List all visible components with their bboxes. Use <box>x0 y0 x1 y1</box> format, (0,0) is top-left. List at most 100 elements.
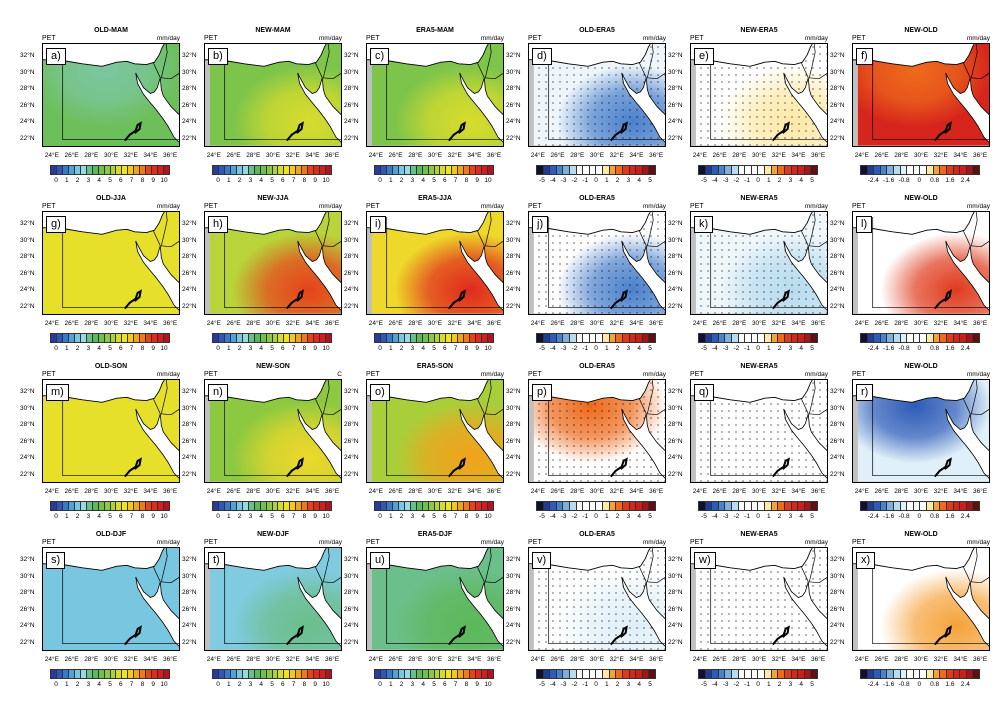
colorbar-swatch <box>290 502 297 510</box>
colorbar-swatch <box>278 334 285 342</box>
lat-tick-label: 22°N <box>506 302 521 310</box>
lat-tick-label: 22°N <box>344 638 359 646</box>
colorbar-swatch <box>158 502 165 510</box>
map-area[interactable]: r) <box>852 379 990 483</box>
colorbar-tick-label: 0 <box>216 681 220 688</box>
colorbar-swatch <box>907 502 914 510</box>
colorbar <box>536 669 656 679</box>
colorbar-swatch <box>543 166 551 174</box>
map-area[interactable]: w) <box>690 547 828 651</box>
colorbar-swatch <box>134 670 141 678</box>
colorbar-swatch <box>422 166 429 174</box>
colorbar-swatch <box>410 670 417 678</box>
map-area[interactable]: j) <box>528 211 666 315</box>
map-area[interactable]: h) <box>204 211 342 315</box>
panel-letter: m) <box>46 384 69 401</box>
map-area[interactable]: i) <box>366 211 504 315</box>
map-area[interactable]: s) <box>42 547 180 651</box>
lat-tick-label: 24°N <box>344 622 359 630</box>
lat-tick-label: 26°N <box>344 269 359 277</box>
colorbar-tick-label: 6 <box>442 345 447 352</box>
colorbar-swatch <box>953 502 961 510</box>
colorbar-swatch <box>51 166 57 174</box>
map-area[interactable]: b) <box>204 43 342 147</box>
colorbar-swatch <box>636 670 643 678</box>
colorbar-swatch <box>320 502 327 510</box>
lon-tick-label: 26°E <box>550 656 565 663</box>
map-area[interactable]: k) <box>690 211 828 315</box>
lon-tick-label: 32°E <box>609 656 624 663</box>
map-area[interactable]: u) <box>366 547 504 651</box>
colorbar-swatch <box>596 670 604 678</box>
colorbar <box>860 333 980 343</box>
egypt-map <box>691 212 827 314</box>
lat-tick-label: 30°N <box>20 236 35 244</box>
colorbar-swatch <box>966 670 974 678</box>
colorbar-swatch <box>778 502 785 510</box>
map-area[interactable]: g) <box>42 211 180 315</box>
map-area[interactable]: p) <box>528 379 666 483</box>
map-area[interactable]: x) <box>852 547 990 651</box>
variable-label: PET <box>42 203 56 210</box>
colorbar-tick-label: 2 <box>615 681 620 688</box>
colorbar-swatch <box>589 166 597 174</box>
colorbar-swatch <box>966 334 974 342</box>
map-area[interactable]: e) <box>690 43 828 147</box>
lat-tick-label: 24°N <box>830 454 845 462</box>
map-area[interactable]: o) <box>366 379 504 483</box>
colorbar-swatch <box>68 502 75 510</box>
egypt-map <box>691 380 827 482</box>
colorbar-swatch <box>128 334 135 342</box>
colorbar-swatch <box>98 502 105 510</box>
panel-letter: a) <box>46 48 66 65</box>
colorbar-swatch <box>302 166 309 174</box>
colorbar-swatch <box>609 334 617 342</box>
map-area[interactable]: f) <box>852 43 990 147</box>
colorbar-swatch <box>416 670 423 678</box>
colorbar-swatch <box>642 334 650 342</box>
colorbar-swatch <box>642 502 650 510</box>
colorbar-swatch <box>398 670 405 678</box>
lat-tick-label: 22°N <box>182 470 197 478</box>
colorbar-tick-label: 2 <box>399 345 404 352</box>
colorbar-swatch <box>907 670 914 678</box>
map-area[interactable]: v) <box>528 547 666 651</box>
colorbar-swatch <box>861 670 868 678</box>
map-area[interactable]: c) <box>366 43 504 147</box>
colorbar-swatch <box>556 502 564 510</box>
map-area[interactable]: t) <box>204 547 342 651</box>
lat-tick-label: 22°N <box>830 638 845 646</box>
colorbar-tick-label: 7 <box>291 177 296 184</box>
lon-tick-label: 30°E <box>589 488 605 495</box>
panel-title: NEW-ERA5 <box>740 195 778 202</box>
colorbar-swatch <box>68 334 75 342</box>
map-area[interactable]: a) <box>42 43 180 147</box>
variable-label: PET <box>42 539 56 546</box>
lon-tick-label: 32°E <box>285 152 300 159</box>
colorbar-swatch <box>134 334 141 342</box>
colorbar-tick-label: 3 <box>788 345 793 352</box>
map-area[interactable]: l) <box>852 211 990 315</box>
colorbar-swatch <box>960 670 967 678</box>
colorbar-swatch <box>326 334 332 342</box>
colorbar-swatch <box>236 166 243 174</box>
colorbar-swatch <box>446 502 453 510</box>
map-area[interactable]: d) <box>528 43 666 147</box>
map-area[interactable]: n) <box>204 379 342 483</box>
colorbar-swatch <box>867 502 875 510</box>
map-area[interactable]: m) <box>42 379 180 483</box>
colorbar-tick-label: -4 <box>711 513 718 520</box>
lon-tick-label: 30°E <box>589 152 605 159</box>
colorbar-tick-label: 7 <box>129 345 134 352</box>
colorbar-swatch <box>798 166 805 174</box>
colorbar-swatch <box>867 334 875 342</box>
colorbar-swatch <box>290 670 297 678</box>
panel-title: OLD-DJF <box>95 531 127 538</box>
colorbar-swatch <box>771 166 779 174</box>
colorbar-swatch <box>482 166 489 174</box>
map-area[interactable]: q) <box>690 379 828 483</box>
colorbar <box>698 165 818 175</box>
colorbar-tick-label: 5 <box>432 345 436 352</box>
map-panel: NEW-JJA PET mm/day h) 32°N 30°N 28°N 26°N 24°N 2… <box>182 195 366 356</box>
colorbar-swatch <box>375 502 381 510</box>
